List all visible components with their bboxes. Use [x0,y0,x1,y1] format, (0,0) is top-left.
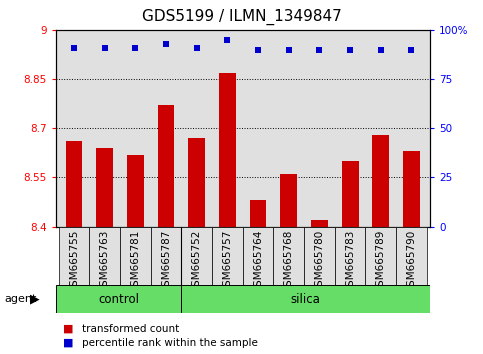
Bar [403,151,420,227]
Point [315,47,323,52]
Text: GSM665764: GSM665764 [253,229,263,293]
Bar [273,227,304,285]
Bar [96,148,113,227]
Text: GSM665780: GSM665780 [314,229,325,293]
Point [254,47,262,52]
Bar [120,227,151,285]
Text: GSM665752: GSM665752 [192,229,202,293]
Text: ■: ■ [63,338,73,348]
Text: GSM665755: GSM665755 [69,229,79,293]
Bar [181,285,430,313]
Bar [335,227,366,285]
Text: GSM665787: GSM665787 [161,229,171,293]
Text: transformed count: transformed count [82,324,179,333]
Text: GSM665790: GSM665790 [407,229,416,293]
Point [377,47,384,52]
Point [131,45,139,51]
Text: silica: silica [291,293,321,306]
Bar [250,200,267,227]
Bar [127,155,144,227]
Text: ▶: ▶ [30,293,40,306]
Bar [212,227,243,285]
Bar [56,285,181,313]
Bar [396,227,427,285]
Bar [311,220,328,227]
Point [70,45,78,51]
Bar [219,73,236,227]
Bar [280,174,297,227]
Text: GSM665781: GSM665781 [130,229,141,293]
Bar [58,227,89,285]
Bar [366,227,396,285]
Bar [157,105,174,227]
Point [224,37,231,43]
Bar [66,142,83,227]
Point [408,47,415,52]
Text: ■: ■ [63,324,73,333]
Bar [151,227,181,285]
Bar [372,135,389,227]
Bar [243,227,273,285]
Text: GSM665763: GSM665763 [99,229,110,293]
Point [285,47,293,52]
Text: GDS5199 / ILMN_1349847: GDS5199 / ILMN_1349847 [142,9,341,25]
Bar [341,161,358,227]
Text: GSM665783: GSM665783 [345,229,355,293]
Point [101,45,109,51]
Point [193,45,200,51]
Text: agent: agent [5,294,37,304]
Text: percentile rank within the sample: percentile rank within the sample [82,338,258,348]
Text: GSM665789: GSM665789 [376,229,386,293]
Point [346,47,354,52]
Bar [188,138,205,227]
Point [162,41,170,47]
Text: GSM665768: GSM665768 [284,229,294,293]
Text: control: control [98,293,139,306]
Bar [181,227,212,285]
Bar [89,227,120,285]
Text: GSM665757: GSM665757 [222,229,232,293]
Bar [304,227,335,285]
